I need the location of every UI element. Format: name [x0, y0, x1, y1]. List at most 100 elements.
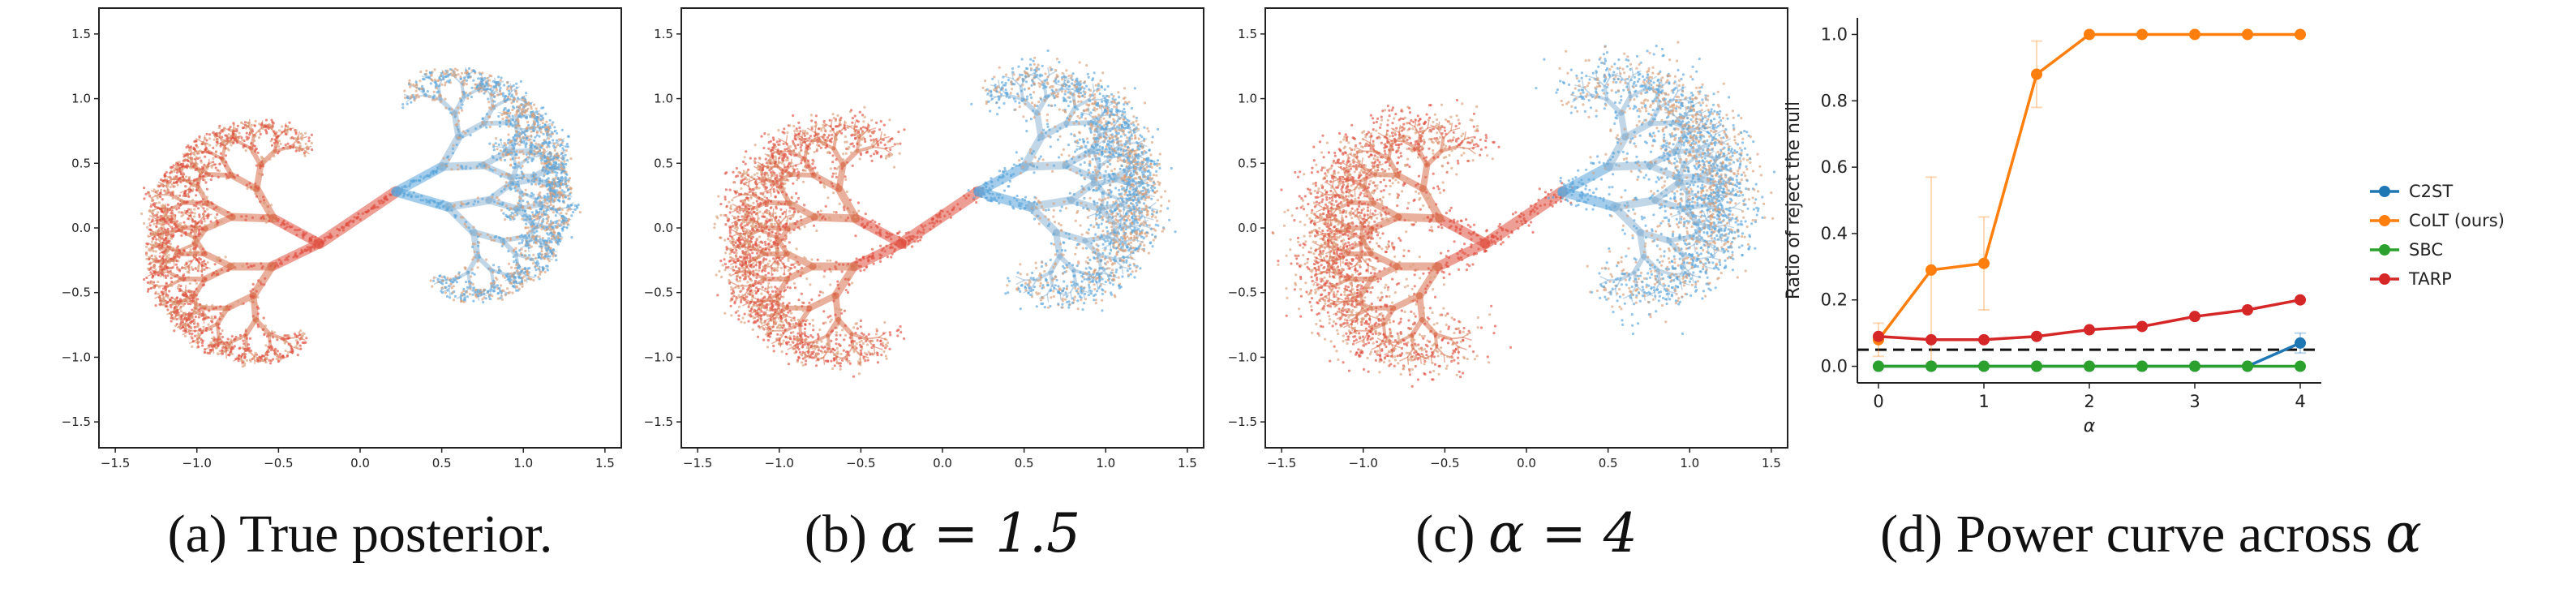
sample-point	[271, 144, 273, 147]
sample-point	[436, 87, 438, 89]
sample-point	[500, 139, 502, 141]
sample-point	[154, 268, 157, 271]
sample-point	[446, 290, 449, 292]
sample-point	[192, 279, 195, 281]
sample-point	[558, 138, 560, 140]
sample-point	[203, 213, 205, 216]
sample-point	[295, 150, 298, 152]
sample-point	[164, 274, 166, 277]
sample-point	[536, 225, 539, 227]
sample-point	[281, 354, 284, 357]
sample-point	[560, 144, 562, 146]
sample-point	[200, 220, 203, 222]
sample-point	[444, 107, 447, 110]
x-tick-label: 1.0	[513, 456, 533, 470]
sample-point	[425, 95, 427, 97]
sample-point	[547, 188, 549, 191]
sample-point	[265, 218, 268, 221]
sample-point	[227, 337, 230, 340]
sample-point	[302, 234, 304, 236]
sample-point	[204, 348, 206, 350]
sample-point	[182, 320, 184, 323]
sample-point	[186, 298, 188, 300]
sample-point	[175, 182, 178, 184]
sample-point	[264, 352, 267, 354]
sample-point	[301, 251, 303, 254]
sample-point	[521, 112, 523, 114]
sample-point	[182, 304, 185, 307]
sample-point	[242, 365, 244, 367]
sample-point	[543, 257, 546, 260]
sample-point	[204, 351, 206, 354]
sample-point	[206, 167, 208, 170]
tree-branch	[254, 356, 255, 363]
sample-point	[482, 122, 484, 124]
sample-point	[214, 337, 217, 340]
sample-point	[221, 336, 224, 338]
sample-point	[460, 299, 462, 302]
sample-point	[565, 213, 568, 215]
sample-point	[438, 84, 440, 87]
sample-point	[168, 254, 170, 256]
sample-point	[286, 222, 289, 225]
sample-point	[565, 181, 567, 183]
sample-point	[477, 196, 479, 199]
sample-point	[547, 127, 550, 129]
sample-point	[235, 128, 238, 131]
sample-point	[546, 146, 548, 148]
sample-point	[173, 182, 175, 184]
sample-point	[190, 145, 192, 148]
sample-point	[302, 236, 304, 238]
sample-point	[565, 226, 568, 229]
sample-point	[920, 236, 922, 238]
sample-point	[550, 188, 552, 191]
sample-point	[463, 299, 466, 301]
sample-point	[560, 152, 563, 155]
sample-point	[189, 234, 191, 236]
sample-point	[189, 290, 191, 292]
sample-point	[563, 220, 565, 222]
sample-point	[441, 276, 444, 278]
sample-point	[305, 143, 307, 145]
sample-point	[193, 140, 195, 143]
sample-point	[153, 188, 156, 191]
sample-point	[489, 168, 492, 170]
sample-point	[543, 149, 546, 152]
sample-point	[145, 251, 148, 254]
sample-point	[309, 247, 311, 249]
sample-point	[148, 210, 151, 213]
sample-point	[561, 230, 564, 232]
sample-point	[264, 277, 266, 280]
sample-point	[238, 136, 240, 139]
sample-point	[529, 115, 531, 118]
sample-point	[502, 150, 504, 152]
sample-point	[497, 266, 500, 268]
sample-point	[522, 165, 524, 167]
sample-point	[161, 198, 164, 200]
sample-point	[536, 151, 539, 153]
sample-point	[506, 287, 509, 290]
sample-point	[178, 303, 180, 306]
sample-point	[523, 193, 526, 195]
sample-point	[566, 209, 569, 212]
sample-point	[542, 154, 544, 157]
sample-point	[547, 268, 549, 271]
sample-point	[567, 145, 569, 148]
sample-point	[174, 185, 176, 187]
sample-point	[502, 152, 504, 155]
sample-point	[169, 267, 171, 269]
sample-point	[389, 193, 391, 195]
sample-point	[563, 157, 565, 159]
sample-point	[539, 238, 542, 240]
sample-point	[526, 110, 528, 112]
sample-point	[550, 163, 552, 165]
sample-point	[513, 272, 516, 274]
sample-point	[342, 229, 345, 231]
sample-point	[549, 119, 552, 122]
sample-point	[514, 114, 517, 116]
sample-point	[232, 307, 234, 309]
sample-point	[546, 206, 548, 208]
sample-point	[237, 174, 239, 177]
sample-point	[189, 183, 191, 185]
sample-point	[170, 258, 172, 260]
